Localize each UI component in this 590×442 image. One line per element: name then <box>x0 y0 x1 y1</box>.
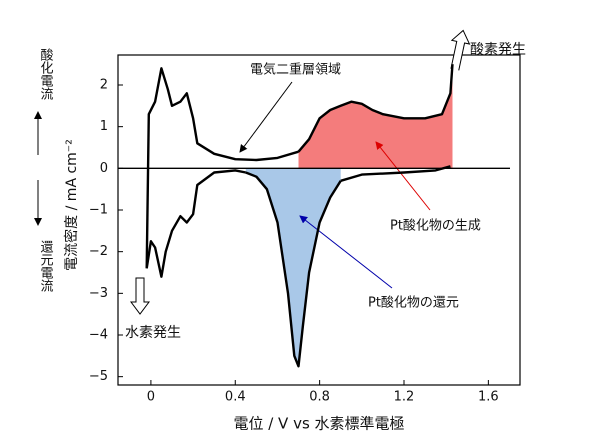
shaded-area <box>245 168 341 367</box>
oxide-reduction-label: Pt酸化物の還元 <box>368 296 459 311</box>
y-tick-label: −4 <box>89 328 108 343</box>
hydrogen-label: 水素発生 <box>125 325 181 341</box>
cv-curve <box>145 67 299 269</box>
oxygen-arrow <box>450 29 471 71</box>
oxygen-label: 酸素発生 <box>470 42 526 58</box>
oxide-formation-label: Pt酸化物の生成 <box>390 219 481 234</box>
y-tick-label: −2 <box>89 244 108 259</box>
x-tick-label: 0 <box>147 390 155 405</box>
x-tick-label: 1.2 <box>394 390 415 405</box>
x-tick-label: 1.6 <box>478 390 499 405</box>
x-tick-label: 0.8 <box>309 390 330 405</box>
y-axis-label: 電流密度 / mA cm⁻² <box>63 139 80 271</box>
shaded-area <box>298 64 453 169</box>
x-axis-label: 電位 / V vs 水素標準電極 <box>233 415 404 433</box>
plot-frame <box>117 54 521 386</box>
double-layer-label: 電気二重層領域 <box>250 62 341 78</box>
double-layer-arrow <box>239 81 293 153</box>
oxide-formation-arrow <box>375 141 431 211</box>
reduction-label: 還元電流 <box>38 240 54 292</box>
y-tick-label: −1 <box>89 203 108 218</box>
y-tick-label: 1 <box>100 119 108 134</box>
y-tick-label: −5 <box>89 369 108 384</box>
cv-curve <box>245 171 342 368</box>
oxide-reduction-arrow <box>299 215 393 289</box>
y-tick-label: 0 <box>100 161 108 176</box>
x-tick-label: 0.4 <box>225 390 246 405</box>
cv-curve <box>340 165 451 182</box>
cv-curve <box>297 64 454 153</box>
cv-curve <box>145 169 247 278</box>
y-tick-label: 2 <box>100 78 108 93</box>
hydrogen-arrow <box>130 277 150 315</box>
y-tick-label: −3 <box>89 286 108 301</box>
oxidation-label: 酸化電流 <box>38 48 54 100</box>
